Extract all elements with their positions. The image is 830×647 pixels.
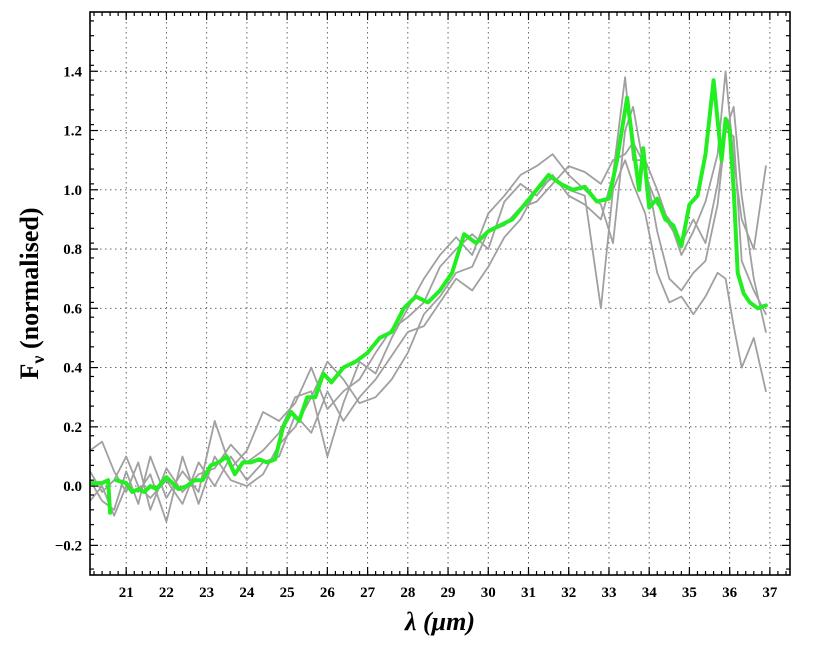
series-group xyxy=(90,70,768,523)
x-tick-label: 26 xyxy=(320,585,336,601)
y-tick-label: 0.8 xyxy=(63,242,82,258)
y-axis-label-main: F xyxy=(15,364,44,380)
y-axis-label-rest: (normalised) xyxy=(15,208,44,356)
x-tick-label: 23 xyxy=(199,585,214,601)
y-tick-label: 1.4 xyxy=(63,64,82,80)
x-tick-label: 33 xyxy=(601,585,616,601)
x-tick-label: 36 xyxy=(722,585,738,601)
x-tick-label: 24 xyxy=(239,585,255,601)
x-tick-label: 27 xyxy=(360,585,376,601)
x-tick-label: 30 xyxy=(481,585,496,601)
x-tick-label: 35 xyxy=(682,585,697,601)
x-tick-label: 28 xyxy=(400,585,415,601)
y-tick-label: 1.2 xyxy=(63,124,82,140)
x-tick-label: 29 xyxy=(441,585,456,601)
x-tick-label: 22 xyxy=(159,585,174,601)
mean-spectrum-line xyxy=(114,78,768,494)
individual-spectrum-line xyxy=(90,70,767,511)
grid xyxy=(90,12,790,575)
y-tick-label: 0.0 xyxy=(63,479,82,495)
individual-spectrum-line xyxy=(90,159,767,505)
y-axis-label-subscript: ν xyxy=(28,356,48,365)
y-tick-label: 0.2 xyxy=(63,420,82,436)
y-tick-labels: −0.2 0.0 0.2 0.4 0.6 0.8 1.0 1.2 1.4 xyxy=(55,64,83,554)
individual-spectrum-line xyxy=(90,76,767,511)
x-tick-label: 32 xyxy=(561,585,576,601)
x-tick-label: 34 xyxy=(642,585,658,601)
y-axis-label: Fν (normalised) xyxy=(15,208,48,380)
individual-spectrum-line xyxy=(90,129,767,523)
y-tick-label: 1.0 xyxy=(63,183,82,199)
y-tick-label: 0.6 xyxy=(63,301,82,317)
x-tick-labels: 21 22 23 24 25 26 27 28 29 30 31 32 33 34 35 36 37 xyxy=(119,585,778,601)
x-tick-label: 37 xyxy=(762,585,778,601)
x-tick-label: 21 xyxy=(119,585,134,601)
x-axis-label: λ (μm) xyxy=(404,607,475,636)
y-tick-label: −0.2 xyxy=(55,538,82,554)
tick-marks xyxy=(90,12,790,575)
y-tick-label: 0.4 xyxy=(63,361,82,377)
mean-spectrum-line xyxy=(90,478,113,515)
x-tick-label: 31 xyxy=(521,585,536,601)
x-tick-label: 25 xyxy=(280,585,295,601)
